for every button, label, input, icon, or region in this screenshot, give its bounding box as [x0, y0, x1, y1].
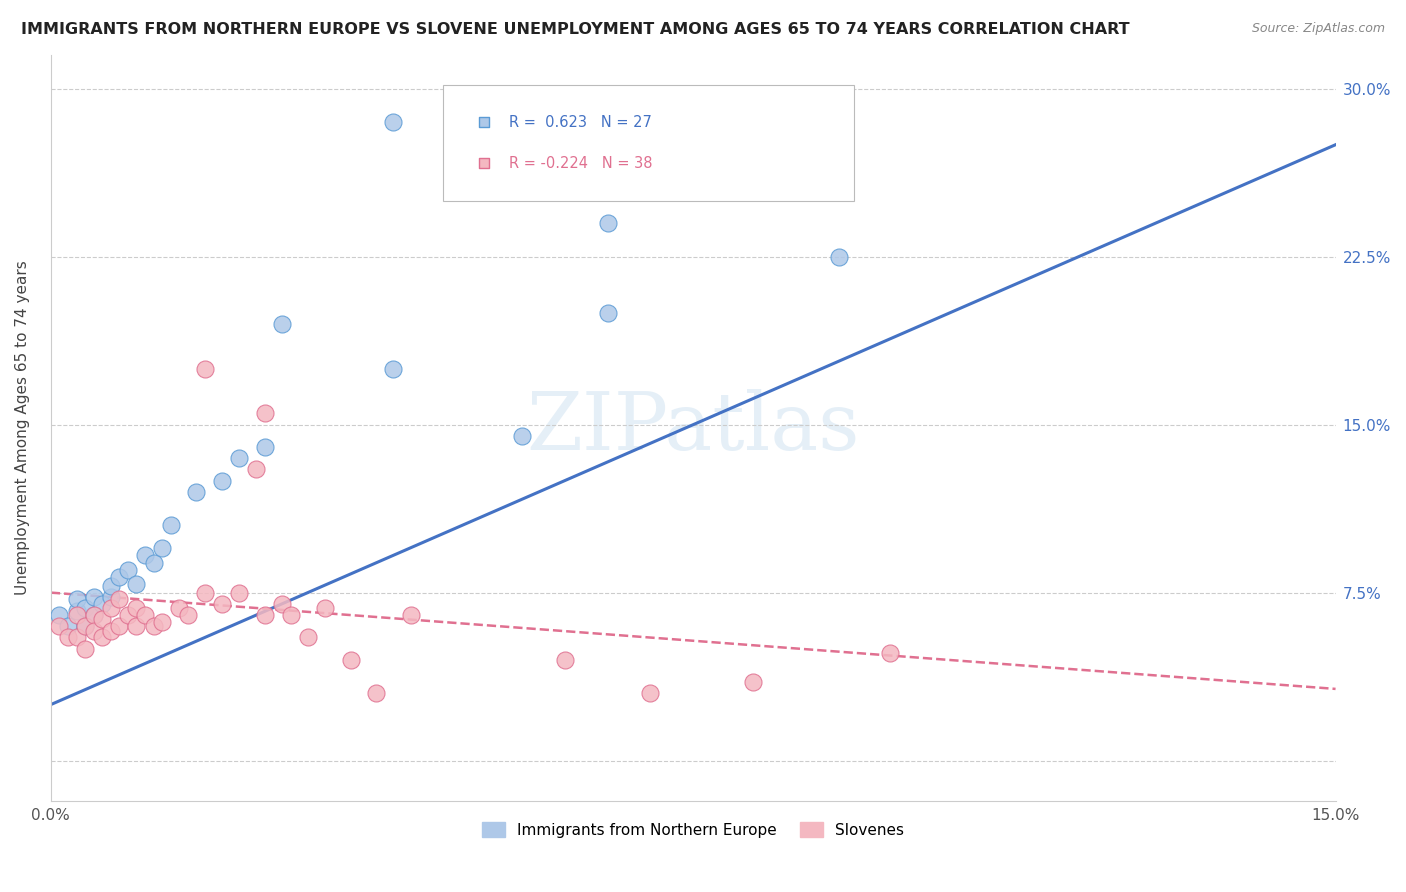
Point	[83, 624, 105, 638]
Point	[91, 631, 114, 645]
Point	[142, 557, 165, 571]
Point	[159, 518, 181, 533]
Point	[271, 597, 294, 611]
Point	[91, 597, 114, 611]
Point	[510, 429, 533, 443]
Text: IMMIGRANTS FROM NORTHERN EUROPE VS SLOVENE UNEMPLOYMENT AMONG AGES 65 TO 74 YEAR: IMMIGRANTS FROM NORTHERN EUROPE VS SLOVE…	[21, 22, 1129, 37]
Point	[100, 624, 122, 638]
Legend: Immigrants from Northern Europe, Slovenes: Immigrants from Northern Europe, Slovene…	[475, 814, 912, 846]
Point	[48, 619, 70, 633]
Point	[194, 361, 217, 376]
Point	[314, 601, 336, 615]
Point	[91, 612, 114, 626]
FancyBboxPatch shape	[443, 85, 853, 201]
Text: R =  0.623   N = 27: R = 0.623 N = 27	[509, 115, 652, 129]
Text: ZIPatlas: ZIPatlas	[526, 389, 860, 467]
Point	[742, 675, 765, 690]
Point	[75, 619, 97, 633]
Point	[879, 646, 901, 660]
Point	[228, 585, 250, 599]
Point	[177, 607, 200, 622]
Point	[65, 607, 87, 622]
Point	[339, 653, 361, 667]
Point	[211, 474, 233, 488]
Point	[65, 631, 87, 645]
Point	[150, 615, 173, 629]
Point	[297, 631, 319, 645]
Point	[134, 607, 156, 622]
Point	[117, 563, 139, 577]
Point	[640, 686, 662, 700]
Point	[65, 603, 87, 617]
Point	[186, 484, 208, 499]
Point	[108, 570, 131, 584]
Point	[169, 601, 191, 615]
Point	[48, 607, 70, 622]
Point	[228, 451, 250, 466]
Text: Source: ZipAtlas.com: Source: ZipAtlas.com	[1251, 22, 1385, 36]
Point	[150, 541, 173, 555]
Point	[382, 361, 405, 376]
Point	[211, 597, 233, 611]
Text: R = -0.224   N = 38: R = -0.224 N = 38	[509, 156, 652, 170]
Point	[280, 607, 302, 622]
Point	[56, 631, 79, 645]
Point	[108, 592, 131, 607]
Point	[253, 607, 276, 622]
Point	[382, 115, 405, 129]
Point	[56, 619, 79, 633]
Point	[100, 579, 122, 593]
Point	[75, 619, 97, 633]
Point	[125, 576, 148, 591]
Point	[100, 590, 122, 604]
Point	[194, 585, 217, 599]
Point	[75, 641, 97, 656]
Point	[83, 607, 105, 622]
Point	[828, 250, 851, 264]
Point	[142, 619, 165, 633]
Point	[399, 607, 422, 622]
Point	[65, 592, 87, 607]
Point	[596, 216, 619, 230]
Point	[253, 440, 276, 454]
Point	[75, 601, 97, 615]
Point	[253, 407, 276, 421]
Point	[245, 462, 267, 476]
Point	[554, 653, 576, 667]
Point	[108, 619, 131, 633]
Point	[83, 607, 105, 622]
Point	[134, 548, 156, 562]
Point	[83, 590, 105, 604]
Point	[125, 601, 148, 615]
Point	[117, 607, 139, 622]
Point	[100, 601, 122, 615]
Point	[596, 306, 619, 320]
Point	[366, 686, 388, 700]
Point	[125, 619, 148, 633]
Point	[271, 317, 294, 331]
Y-axis label: Unemployment Among Ages 65 to 74 years: Unemployment Among Ages 65 to 74 years	[15, 260, 30, 595]
